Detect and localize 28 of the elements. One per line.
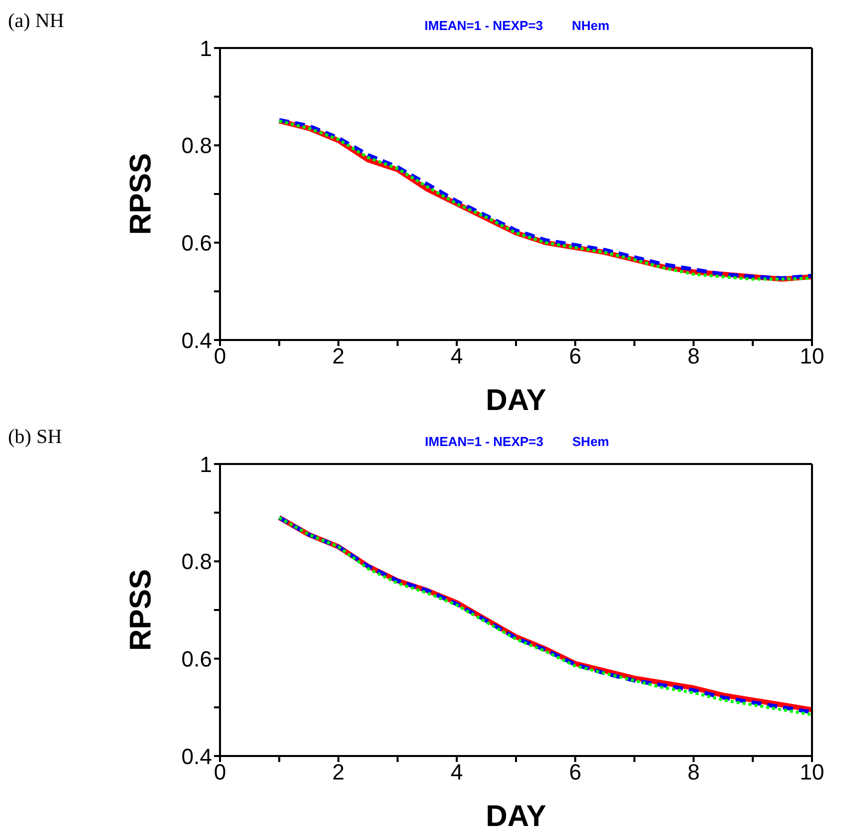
chart-title: IMEAN=1 - NEXP=3 SHem (424, 434, 610, 449)
y-tick-label: 0.4 (181, 744, 212, 769)
y-tick-label: 0.4 (181, 328, 212, 353)
x-axis-title: DAY (486, 800, 546, 833)
x-tick-label: 6 (569, 344, 582, 369)
y-tick-label: 0.8 (181, 549, 212, 574)
x-tick-label: 4 (450, 344, 463, 369)
x-tick-label: 2 (332, 760, 345, 785)
x-tick-label: 8 (687, 760, 700, 785)
x-tick-label: 0 (214, 760, 226, 785)
y-axis-title: RPSS (124, 569, 158, 651)
x-tick-label: 4 (450, 760, 463, 785)
x-tick-label: 10 (800, 344, 824, 369)
y-tick-label: 1 (200, 452, 212, 477)
x-tick-label: 0 (214, 344, 226, 369)
x-axis-title: DAY (486, 384, 546, 417)
y-tick-label: 0.6 (181, 230, 212, 256)
y-tick-label: 0.6 (181, 646, 212, 672)
y-axis-title: RPSS (124, 153, 158, 235)
chart-title: IMEAN=1 - NEXP=3 NHem (424, 18, 610, 33)
x-tick-label: 6 (569, 760, 582, 785)
y-tick-label: 1 (200, 36, 212, 61)
x-tick-label: 2 (332, 344, 345, 369)
text: (a) NH (8, 10, 64, 33)
x-tick-label: 8 (687, 344, 700, 369)
y-tick-label: 0.8 (181, 133, 212, 158)
x-tick-label: 10 (800, 760, 824, 785)
text: (b) SH (8, 426, 62, 449)
